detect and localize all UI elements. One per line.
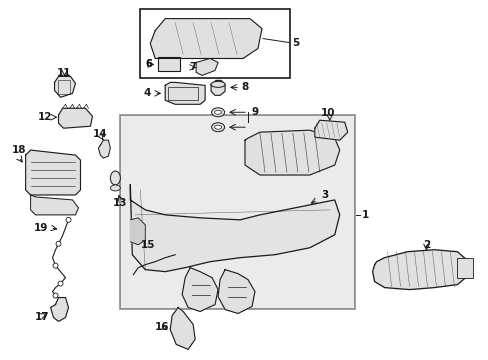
Circle shape	[53, 293, 58, 298]
Text: 13: 13	[113, 198, 127, 208]
Polygon shape	[25, 150, 81, 195]
Text: 16: 16	[155, 323, 169, 332]
Text: 5: 5	[292, 37, 299, 48]
Text: 17: 17	[35, 312, 50, 323]
Text: 6: 6	[144, 59, 151, 69]
Circle shape	[56, 241, 61, 246]
Ellipse shape	[211, 81, 224, 87]
Ellipse shape	[211, 108, 224, 117]
Bar	[58, 80, 70, 94]
Circle shape	[58, 281, 63, 286]
Ellipse shape	[211, 123, 224, 132]
Circle shape	[66, 217, 71, 222]
Circle shape	[53, 263, 58, 268]
Text: 12: 12	[37, 112, 52, 122]
Text: 10: 10	[320, 108, 334, 118]
Polygon shape	[170, 307, 195, 349]
Polygon shape	[165, 82, 204, 104]
Text: 8: 8	[241, 82, 248, 93]
Text: 2: 2	[422, 240, 429, 250]
Text: 18: 18	[11, 145, 26, 155]
Text: 4: 4	[143, 88, 151, 98]
Text: 7: 7	[189, 62, 196, 72]
Text: 11: 11	[57, 68, 72, 78]
Bar	[158, 58, 180, 71]
Text: 9: 9	[251, 107, 258, 117]
Polygon shape	[59, 108, 92, 128]
Polygon shape	[130, 185, 339, 272]
Polygon shape	[98, 140, 110, 158]
Polygon shape	[50, 298, 68, 321]
Text: 1: 1	[361, 210, 368, 220]
Polygon shape	[211, 80, 224, 95]
Text: 15: 15	[141, 240, 155, 250]
Bar	[140, 9, 289, 78]
Text: 3: 3	[321, 190, 328, 200]
Polygon shape	[182, 268, 218, 311]
Polygon shape	[372, 250, 470, 289]
Polygon shape	[196, 58, 218, 75]
Polygon shape	[55, 76, 75, 97]
Polygon shape	[130, 218, 145, 245]
Polygon shape	[31, 195, 78, 215]
Text: 14: 14	[93, 129, 107, 139]
Ellipse shape	[214, 110, 221, 114]
Text: 19: 19	[33, 223, 48, 233]
Bar	[120, 115, 354, 310]
Ellipse shape	[110, 185, 120, 191]
Polygon shape	[244, 130, 339, 175]
Text: 6: 6	[144, 59, 151, 69]
Bar	[168, 87, 198, 100]
Polygon shape	[314, 120, 347, 140]
Ellipse shape	[110, 171, 120, 185]
Polygon shape	[218, 270, 254, 314]
Bar	[456, 258, 472, 278]
Ellipse shape	[214, 125, 221, 129]
Polygon shape	[150, 19, 262, 58]
